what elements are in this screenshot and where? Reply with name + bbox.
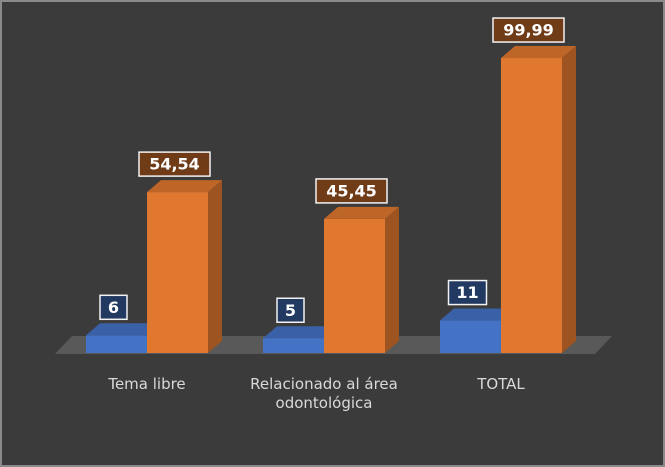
value-label: 6 <box>108 298 119 317</box>
bar-side <box>385 206 399 353</box>
bar <box>263 338 324 353</box>
bar-top <box>263 326 338 339</box>
value-label-box <box>315 178 388 204</box>
bar-side <box>208 180 222 353</box>
bar <box>501 58 562 353</box>
value-label-box <box>99 294 128 321</box>
bar <box>324 218 385 353</box>
value-label: 99,99 <box>503 21 554 40</box>
bar-side <box>562 46 576 353</box>
value-label: 54,54 <box>149 155 200 174</box>
bar <box>147 192 208 353</box>
bar-top <box>324 206 399 219</box>
value-label: 11 <box>456 283 478 302</box>
value-label-box <box>447 279 488 306</box>
x-tick-label: Relacionado al área odontológica <box>250 375 398 412</box>
bar <box>440 320 501 353</box>
value-label: 45,45 <box>326 181 377 200</box>
value-label-box <box>276 297 305 323</box>
value-label-box <box>492 17 565 43</box>
x-tick-label: TOTAL <box>477 375 525 393</box>
bar-top <box>147 180 222 193</box>
x-tick-label: Tema libre <box>108 375 186 393</box>
bar-top <box>440 308 515 321</box>
value-label-box <box>138 151 211 177</box>
bar-top <box>86 323 161 336</box>
bar <box>86 335 147 353</box>
value-label: 5 <box>285 301 296 320</box>
bar-top <box>501 46 576 59</box>
